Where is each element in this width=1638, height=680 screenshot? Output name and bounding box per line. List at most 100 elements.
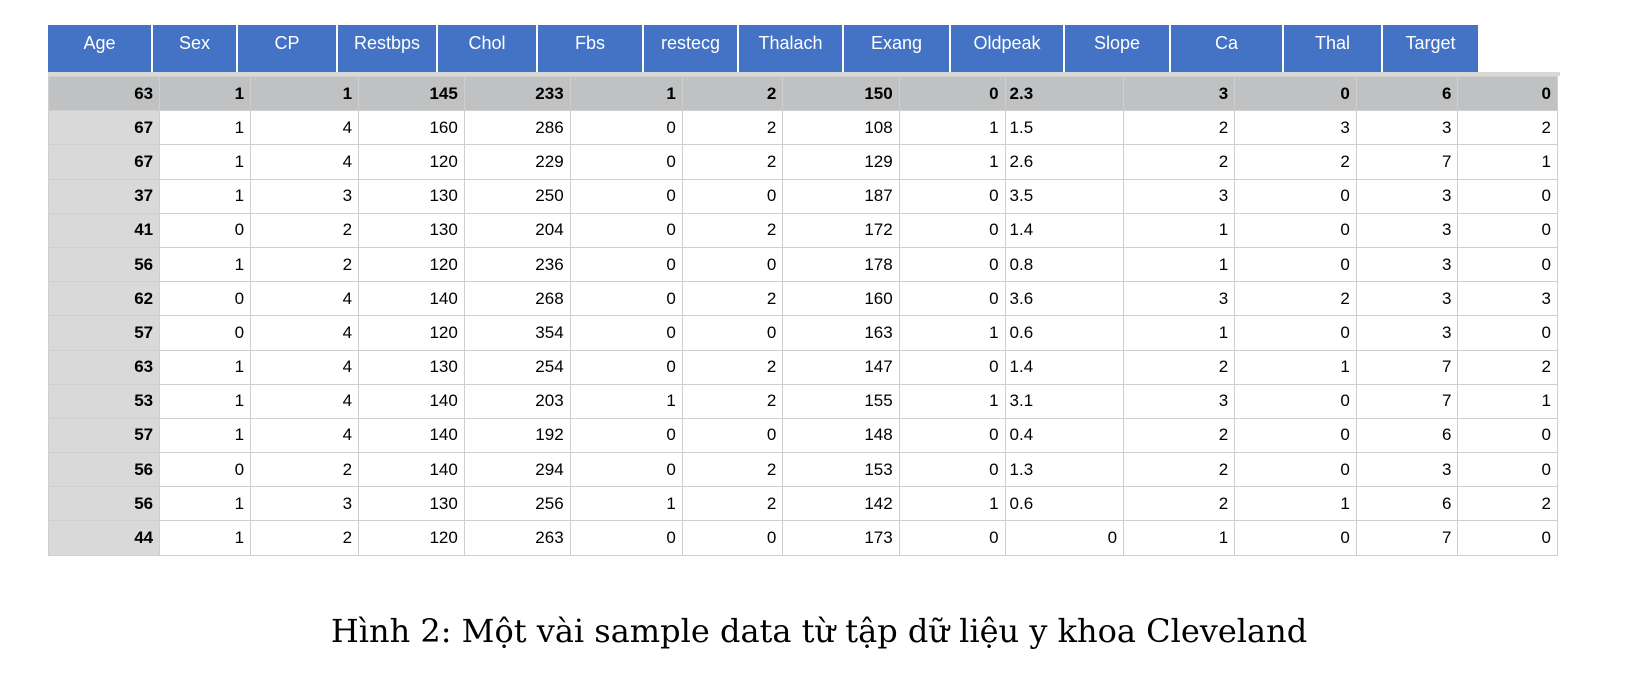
table-cell-sex: 1 — [159, 144, 252, 180]
table-cell-exang: 1 — [898, 144, 1006, 180]
table-cell-thal: 6 — [1355, 417, 1459, 454]
table-row[interactable]: 62 0 4 140 268 0 2 160 0 3.6 3 2 3 3 — [47, 281, 1558, 317]
table-row[interactable]: 57 0 4 120 354 0 0 163 1 0.6 1 0 3 0 — [47, 315, 1558, 351]
table-cell-thalach: 150 — [782, 75, 900, 112]
table-row[interactable]: 56 1 2 120 236 0 0 178 0 0.8 1 0 3 0 — [47, 246, 1558, 283]
column-header-oldpeak[interactable]: Oldpeak — [951, 25, 1065, 72]
table-cell-ca: 0 — [1234, 520, 1357, 556]
table-cell-chol: 254 — [463, 349, 571, 385]
table-cell-thalach: 108 — [782, 110, 900, 146]
table-cell-sex: 1 — [159, 520, 252, 556]
table-row[interactable]: 44 1 2 120 263 0 0 173 0 0 1 0 7 0 — [47, 520, 1558, 556]
table-row[interactable]: 41 0 2 130 204 0 2 172 0 1.4 1 0 3 0 — [47, 212, 1558, 248]
column-header-target[interactable]: Target — [1383, 25, 1478, 72]
table-cell-oldpeak: 3.5 — [1004, 178, 1125, 214]
table-cell-target: 2 — [1457, 486, 1558, 522]
table-cell-restbps: 130 — [358, 178, 465, 214]
column-header-restbps[interactable]: Restbps — [338, 25, 438, 72]
table-cell-fbs: 0 — [569, 520, 683, 556]
table-cell-exang: 0 — [898, 520, 1006, 556]
table-cell-slope: 1 — [1123, 520, 1236, 556]
table-cell-exang: 1 — [898, 315, 1006, 351]
table-cell-restecg: 0 — [681, 520, 784, 556]
table-cell-target: 0 — [1457, 452, 1558, 488]
table-cell-restecg: 2 — [681, 281, 784, 317]
table-cell-cp: 2 — [250, 212, 360, 248]
table-cell-thalach: 142 — [782, 486, 900, 522]
table-cell-oldpeak: 0.4 — [1004, 417, 1125, 454]
table-cell-age: 67 — [47, 144, 161, 180]
column-header-fbs[interactable]: Fbs — [538, 25, 644, 72]
figure-caption: Hình 2: Một vài sample data từ tập dữ li… — [330, 612, 1308, 650]
table-cell-oldpeak: 0.8 — [1004, 246, 1125, 283]
table-row[interactable]: 56 0 2 140 294 0 2 153 0 1.3 2 0 3 0 — [47, 452, 1558, 488]
column-header-exang[interactable]: Exang — [844, 25, 951, 72]
table-cell-fbs: 0 — [569, 315, 683, 351]
table-cell-exang: 0 — [898, 452, 1006, 488]
table-cell-restbps: 140 — [358, 417, 465, 454]
table-cell-thal: 7 — [1355, 383, 1459, 419]
table-row[interactable]: 37 1 3 130 250 0 0 187 0 3.5 3 0 3 0 — [47, 178, 1558, 214]
table-cell-cp: 4 — [250, 110, 360, 146]
column-header-thal[interactable]: Thal — [1284, 25, 1383, 72]
table-cell-oldpeak: 2.6 — [1004, 144, 1125, 180]
table-row[interactable]: 53 1 4 140 203 1 2 155 1 3.1 3 0 7 1 — [47, 383, 1558, 419]
table-cell-chol: 256 — [463, 486, 571, 522]
table-cell-sex: 0 — [159, 452, 252, 488]
table-cell-target: 1 — [1457, 383, 1558, 419]
table-cell-fbs: 1 — [569, 75, 683, 112]
table-cell-ca: 0 — [1234, 452, 1357, 488]
table-cell-thalach: 163 — [782, 315, 900, 351]
table-cell-restecg: 2 — [681, 110, 784, 146]
table-cell-age: 57 — [47, 315, 161, 351]
table-cell-sex: 1 — [159, 246, 252, 283]
table-cell-restbps: 120 — [358, 246, 465, 283]
table-cell-age: 57 — [47, 417, 161, 454]
table-row[interactable]: 67 1 4 120 229 0 2 129 1 2.6 2 2 7 1 — [47, 144, 1558, 180]
table-cell-thalach: 160 — [782, 281, 900, 317]
table-cell-thalach: 153 — [782, 452, 900, 488]
table-row[interactable]: 67 1 4 160 286 0 2 108 1 1.5 2 3 3 2 — [47, 110, 1558, 146]
column-header-sex[interactable]: Sex — [153, 25, 238, 72]
table-cell-thal: 7 — [1355, 520, 1459, 556]
column-header-thalach[interactable]: Thalach — [739, 25, 844, 72]
column-header-age[interactable]: Age — [48, 25, 153, 72]
column-header-slope[interactable]: Slope — [1065, 25, 1171, 72]
table-cell-thal: 7 — [1355, 349, 1459, 385]
table-cell-restecg: 2 — [681, 383, 784, 419]
table-cell-exang: 1 — [898, 486, 1006, 522]
table-row[interactable]: 57 1 4 140 192 0 0 148 0 0.4 2 0 6 0 — [47, 417, 1558, 454]
table-cell-exang: 0 — [898, 212, 1006, 248]
column-header-restecg[interactable]: restecg — [644, 25, 739, 72]
column-header-ca[interactable]: Ca — [1171, 25, 1284, 72]
table-cell-target: 3 — [1457, 281, 1558, 317]
table-cell-restecg: 2 — [681, 212, 784, 248]
table-cell-cp: 3 — [250, 178, 360, 214]
table-cell-sex: 0 — [159, 315, 252, 351]
table-cell-cp: 2 — [250, 452, 360, 488]
column-header-cp[interactable]: CP — [238, 25, 338, 72]
table-cell-chol: 233 — [463, 75, 571, 112]
column-header-chol[interactable]: Chol — [438, 25, 538, 72]
table-cell-oldpeak: 1.4 — [1004, 212, 1125, 248]
table-cell-restbps: 130 — [358, 349, 465, 385]
table-cell-thal: 6 — [1355, 75, 1459, 112]
table-cell-chol: 354 — [463, 315, 571, 351]
table-cell-slope: 2 — [1123, 110, 1236, 146]
table-cell-chol: 192 — [463, 417, 571, 454]
table-row[interactable]: 56 1 3 130 256 1 2 142 1 0.6 2 1 6 2 — [47, 486, 1558, 522]
table-cell-oldpeak: 1.3 — [1004, 452, 1125, 488]
table-cell-age: 56 — [47, 246, 161, 283]
table-cell-restbps: 140 — [358, 383, 465, 419]
table-row[interactable]: 63 1 1 145 233 1 2 150 0 2.3 3 0 6 0 — [47, 75, 1558, 112]
table-cell-slope: 3 — [1123, 178, 1236, 214]
table-cell-fbs: 0 — [569, 212, 683, 248]
table-body-rows: 63 1 1 145 233 1 2 150 0 2.3 3 0 6 0 67 1 4 160 286 0 2 108 1 1… — [47, 75, 1558, 556]
table-cell-ca: 0 — [1234, 246, 1357, 283]
table-cell-fbs: 1 — [569, 383, 683, 419]
table-cell-sex: 0 — [159, 212, 252, 248]
table-cell-thalach: 147 — [782, 349, 900, 385]
table-row[interactable]: 63 1 4 130 254 0 2 147 0 1.4 2 1 7 2 — [47, 349, 1558, 385]
table-cell-thal: 3 — [1355, 246, 1459, 283]
table-cell-chol: 294 — [463, 452, 571, 488]
